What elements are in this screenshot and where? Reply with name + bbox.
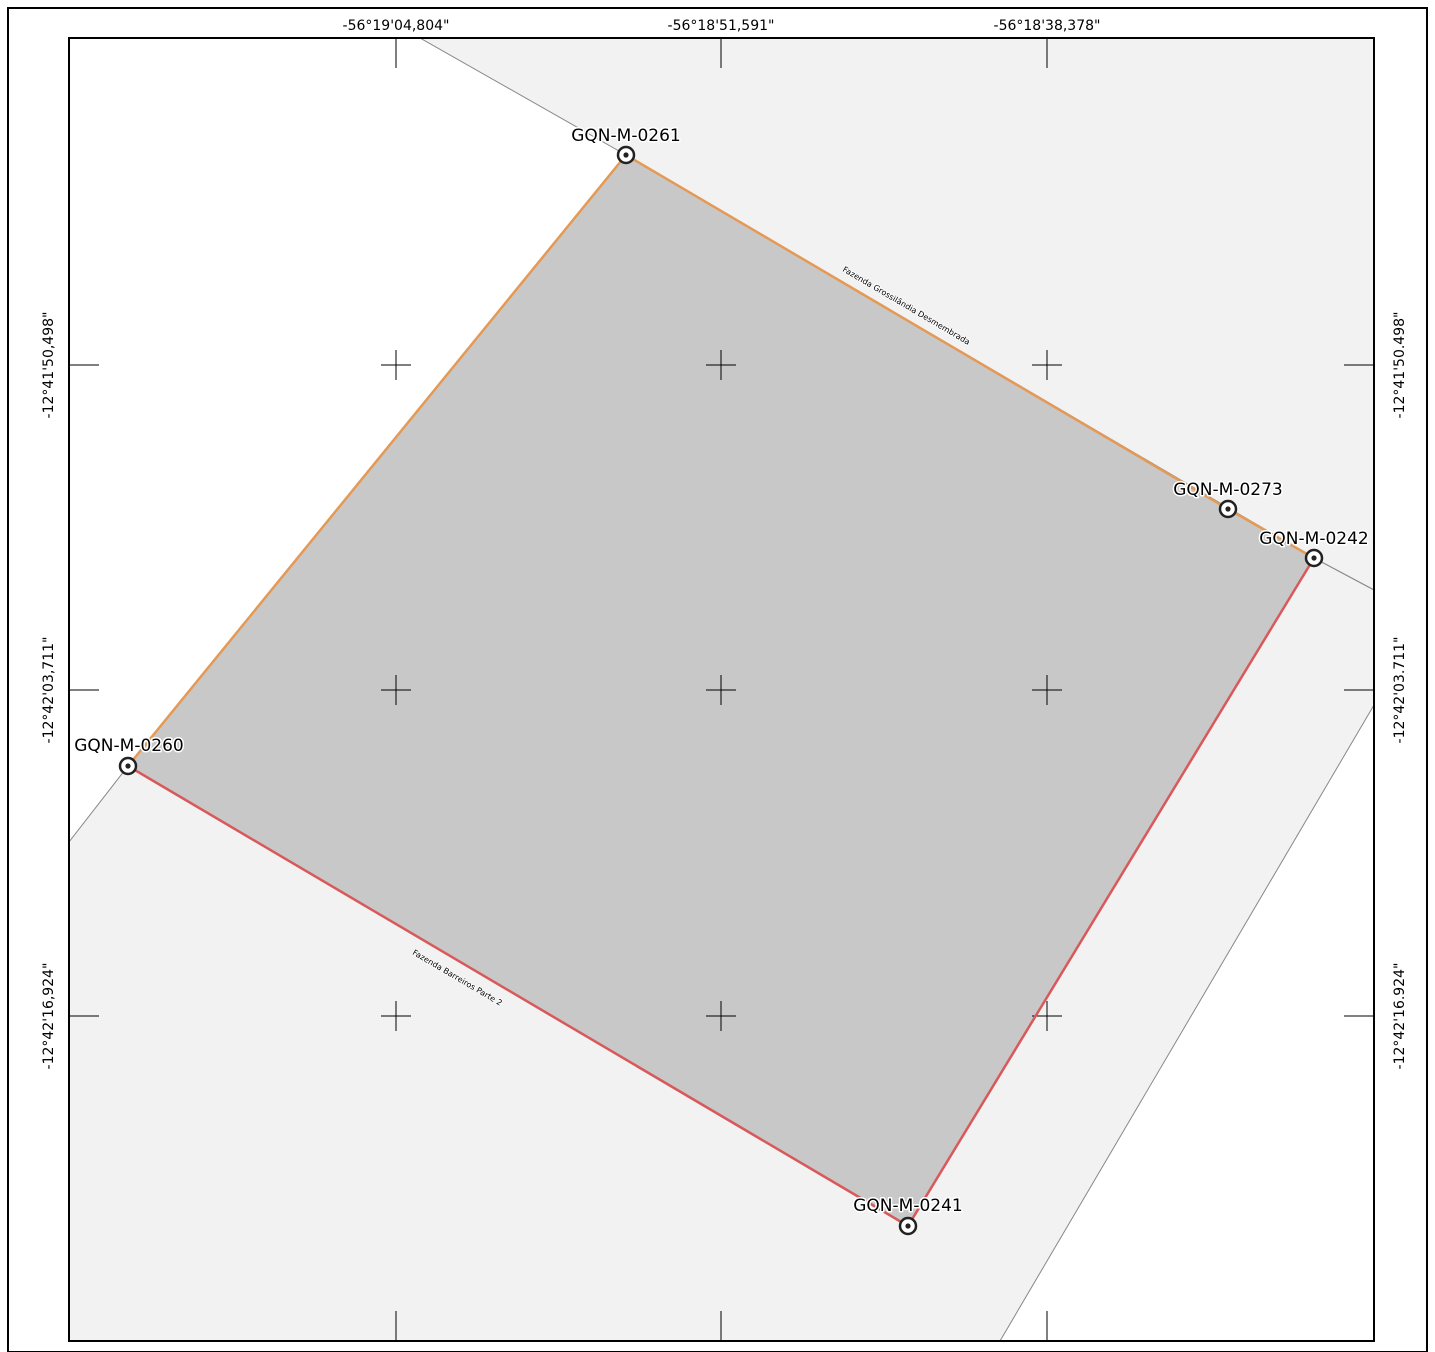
vertex-label-0273: GQN-M-0273 bbox=[1173, 480, 1282, 500]
latitude-label-left-1: -12°41'50,498" bbox=[41, 312, 57, 419]
vertex-label-0261: GQN-M-0261 bbox=[571, 126, 680, 146]
latitude-label-right-3: -12°42'16.924" bbox=[1392, 963, 1408, 1070]
vertex-markers bbox=[118, 145, 1324, 1236]
grid-crosses bbox=[381, 350, 1062, 1031]
vertex-label-0242: GQN-M-0242 bbox=[1259, 529, 1368, 549]
vertex-marker-0242[interactable] bbox=[1304, 548, 1324, 568]
vertex-label-0241: GQN-M-0241 bbox=[853, 1196, 962, 1216]
page-border bbox=[7, 7, 1428, 1352]
latitude-label-right-2: -12°42'03.711" bbox=[1392, 637, 1408, 744]
longitude-label-3: -56°18'38,378" bbox=[994, 18, 1101, 34]
latitude-label-left-2: -12°42'03,711" bbox=[41, 637, 57, 744]
longitude-label-2: -56°18'51,591" bbox=[668, 18, 775, 34]
longitude-label-1: -56°19'04,804" bbox=[343, 18, 450, 34]
latitude-label-right-1: -12°41'50.498" bbox=[1392, 312, 1408, 419]
boundary-line-grossilandia bbox=[127, 153, 1315, 767]
latitude-label-left-3: -12°42'16,924" bbox=[41, 963, 57, 1070]
vertex-label-0260: GQN-M-0260 bbox=[74, 736, 183, 756]
vertex-marker-0273[interactable] bbox=[1218, 499, 1238, 519]
vertex-marker-0261[interactable] bbox=[616, 145, 636, 165]
frame-ticks bbox=[69, 38, 1374, 1341]
vertex-marker-0241[interactable] bbox=[898, 1216, 918, 1236]
vertex-marker-0260[interactable] bbox=[118, 756, 138, 776]
